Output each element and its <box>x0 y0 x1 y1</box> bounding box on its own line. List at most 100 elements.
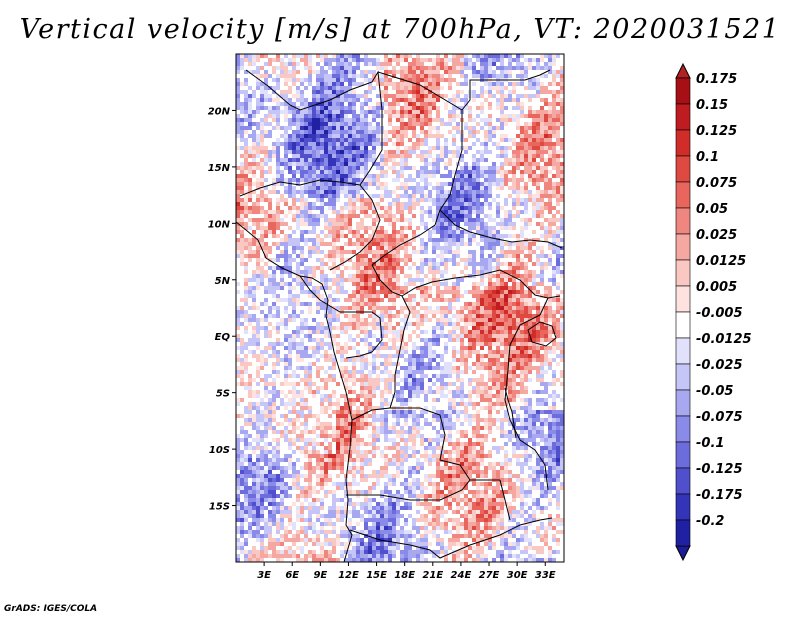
field-cell <box>236 82 240 86</box>
field-cell <box>432 182 436 186</box>
field-cell <box>520 54 524 58</box>
field-cell <box>352 122 356 126</box>
field-cell <box>296 246 300 250</box>
field-cell <box>260 286 264 290</box>
field-cell <box>340 222 344 226</box>
field-cell <box>236 138 240 142</box>
field-cell <box>240 86 244 90</box>
field-cell <box>360 286 364 290</box>
field-cell <box>392 86 396 90</box>
field-cell <box>452 82 456 86</box>
field-cell <box>320 86 324 90</box>
field-cell <box>252 294 256 298</box>
field-cell <box>448 246 452 250</box>
field-cell <box>440 174 444 178</box>
field-cell <box>264 94 268 98</box>
field-cell <box>528 234 532 238</box>
field-cell <box>352 94 356 98</box>
field-cell <box>364 94 368 98</box>
field-cell <box>496 54 500 58</box>
field-cell <box>524 74 528 78</box>
field-cell <box>488 214 492 218</box>
field-cell <box>296 162 300 166</box>
field-cell <box>500 254 504 258</box>
field-cell <box>364 266 368 270</box>
field-cell <box>324 258 328 262</box>
field-cell <box>328 270 332 274</box>
field-cell <box>332 294 336 298</box>
field-cell <box>488 86 492 90</box>
field-cell <box>400 86 404 90</box>
field-cell <box>520 230 524 234</box>
field-cell <box>524 226 528 230</box>
field-cell <box>288 246 292 250</box>
field-cell <box>512 242 516 246</box>
field-cell <box>488 114 492 118</box>
field-cell <box>408 274 412 278</box>
field-cell <box>428 254 432 258</box>
field-cell <box>444 86 448 90</box>
field-cell <box>492 294 496 298</box>
field-cell <box>520 94 524 98</box>
field-cell <box>272 190 276 194</box>
field-cell <box>456 186 460 190</box>
field-cell <box>528 246 532 250</box>
field-cell <box>340 58 344 62</box>
field-cell <box>560 86 564 90</box>
field-cell <box>372 146 376 150</box>
field-cell <box>548 198 552 202</box>
field-cell <box>512 94 516 98</box>
field-cell <box>516 98 520 102</box>
field-cell <box>240 146 244 150</box>
field-cell <box>376 202 380 206</box>
field-cell <box>380 242 384 246</box>
field-cell <box>416 130 420 134</box>
field-cell <box>480 218 484 222</box>
field-cell <box>440 202 444 206</box>
field-cell <box>416 66 420 70</box>
field-cell <box>504 226 508 230</box>
field-cell <box>260 174 264 178</box>
field-cell <box>496 222 500 226</box>
field-cell <box>388 186 392 190</box>
field-cell <box>532 254 536 258</box>
field-cell <box>556 210 560 214</box>
field-cell <box>432 258 436 262</box>
field-cell <box>280 166 284 170</box>
field-cell <box>300 254 304 258</box>
field-cell <box>308 166 312 170</box>
field-cell <box>516 86 520 90</box>
field-cell <box>288 274 292 278</box>
field-cell <box>492 114 496 118</box>
field-cell <box>384 230 388 234</box>
field-cell <box>288 178 292 182</box>
field-cell <box>560 162 564 166</box>
field-cell <box>376 94 380 98</box>
field-cell <box>248 246 252 250</box>
field-cell <box>432 130 436 134</box>
field-cell <box>380 246 384 250</box>
field-cell <box>256 210 260 214</box>
field-cell <box>548 106 552 110</box>
field-cell <box>544 118 548 122</box>
field-cell <box>548 278 552 282</box>
field-cell <box>552 134 556 138</box>
field-cell <box>316 138 320 142</box>
field-cell <box>320 278 324 282</box>
field-cell <box>248 278 252 282</box>
field-cell <box>452 242 456 246</box>
field-cell <box>488 274 492 278</box>
field-cell <box>452 110 456 114</box>
field-cell <box>512 118 516 122</box>
field-cell <box>368 222 372 226</box>
field-cell <box>288 230 292 234</box>
field-cell <box>504 114 508 118</box>
field-cell <box>488 62 492 66</box>
field-cell <box>356 246 360 250</box>
field-cell <box>548 86 552 90</box>
field-cell <box>260 114 264 118</box>
field-cell <box>516 142 520 146</box>
field-cell <box>460 270 464 274</box>
field-cell <box>432 102 436 106</box>
field-cell <box>296 174 300 178</box>
